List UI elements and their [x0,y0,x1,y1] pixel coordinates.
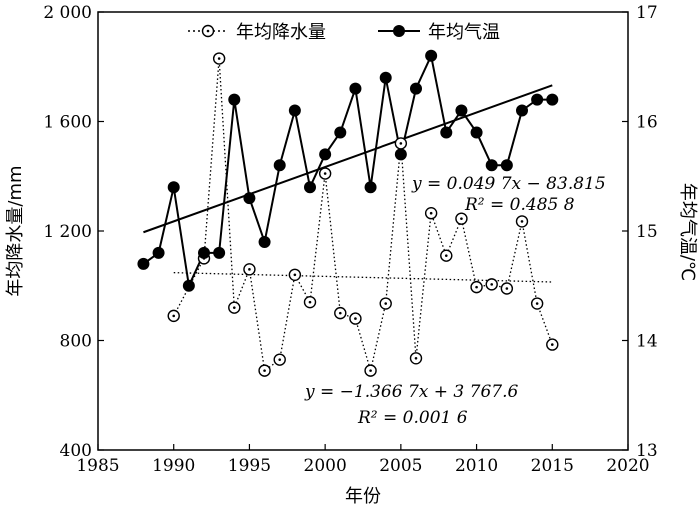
x-axis-title: 年份 [345,486,381,507]
precip-point-center [263,369,266,372]
temp-point [546,93,559,106]
precip-point-center [520,220,524,223]
precip-point-center [232,306,236,309]
legend-precip-marker-dot [206,29,210,33]
y-right-tick-label: 15 [636,222,658,242]
precip-point-center [475,285,478,289]
temp-point [440,126,453,139]
precip-point-center [293,273,297,277]
precip-trend-r2: R² = 0.001 6 [357,408,468,428]
temp-point [273,159,286,172]
x-tick-label: 1990 [152,456,195,476]
precip-point-center [399,142,403,145]
temp-point [500,159,513,172]
temp-point [470,126,483,139]
precip-point-center [323,172,327,175]
x-tick-label: 2015 [531,456,574,476]
y-left-tick-label: 1 200 [43,222,92,242]
legend: 年均降水量 年均气温 [188,22,500,43]
y-right-tick-label: 17 [636,3,658,23]
temp-point [137,257,150,270]
temp-point [228,93,241,106]
precip-point-center [505,287,509,290]
precip-trendline [173,271,553,283]
series-markers [137,49,559,377]
y-right-tick-label: 14 [636,332,658,352]
temp-series-line [142,52,553,290]
precip-point-center [354,317,357,320]
y-left-tick-label: 400 [60,441,92,461]
temp-point [319,148,332,161]
axis-ticks: 1985 1990 1995 2000 2005 2010 2015 2020 400 800 1 … [43,3,657,476]
temp-point [531,93,544,106]
precip-point-center [460,217,463,220]
temp-point [258,235,271,248]
y-right-tick-label: 13 [636,441,658,461]
x-tick-label: 2000 [304,456,347,476]
x-tick-label: 2020 [606,456,649,476]
temp-point [349,82,362,95]
temp-point [379,71,392,84]
temp-point [304,181,316,194]
temp-point [425,49,438,62]
temp-point [410,82,422,95]
x-tick-label: 1985 [76,456,119,476]
x-tick-label: 2005 [379,456,422,476]
precip-point-center [338,311,342,315]
precip-trend-equation: y = −1.366 7x + 3 767.6 [304,382,518,402]
temp-point [334,126,347,139]
y-left-tick-label: 800 [60,332,92,352]
right-y-axis-title: 年均气温/℃ [677,183,698,281]
legend-temp-label: 年均气温 [428,22,500,43]
precip-point-center [369,369,372,372]
temp-point [182,279,195,292]
legend-temp-marker [393,25,405,37]
temp-trendline [143,84,553,234]
temp-point [243,192,256,205]
precip-point-center [308,300,312,304]
y-left-tick-label: 2 000 [43,3,92,23]
temp-point [485,159,498,172]
y-right-tick-label: 16 [636,113,658,133]
temp-point [167,181,180,194]
temp-trend-r2: R² = 0.485 8 [464,195,575,215]
x-tick-label: 2010 [455,456,498,476]
precip-point-center [535,302,539,305]
precip-point-center [550,343,554,346]
temp-point [364,181,377,194]
precip-point-center [444,254,448,257]
precip-point-center [490,283,494,286]
temp-trend-equation: y = 0.049 7x − 83.815 [411,174,606,194]
temp-point [213,246,226,259]
precip-point-center [248,268,251,271]
left-y-axis-title: 年均降水量/mm [5,165,26,296]
precip-point-center [414,356,418,360]
x-tick-label: 1995 [228,456,271,476]
precip-point-center [172,314,176,318]
temp-point [152,246,165,259]
temp-point [198,246,210,259]
temp-point [516,104,528,117]
y-left-tick-label: 1 600 [43,113,92,133]
precip-point-center [384,302,388,305]
temp-point [455,104,468,117]
precip-point-center [217,57,221,60]
temp-point [394,148,407,161]
temp-point [288,104,301,117]
trendlines [143,84,553,283]
legend-precip-label: 年均降水量 [236,22,326,43]
precip-point-center [278,358,282,361]
precip-point-center [429,211,433,215]
